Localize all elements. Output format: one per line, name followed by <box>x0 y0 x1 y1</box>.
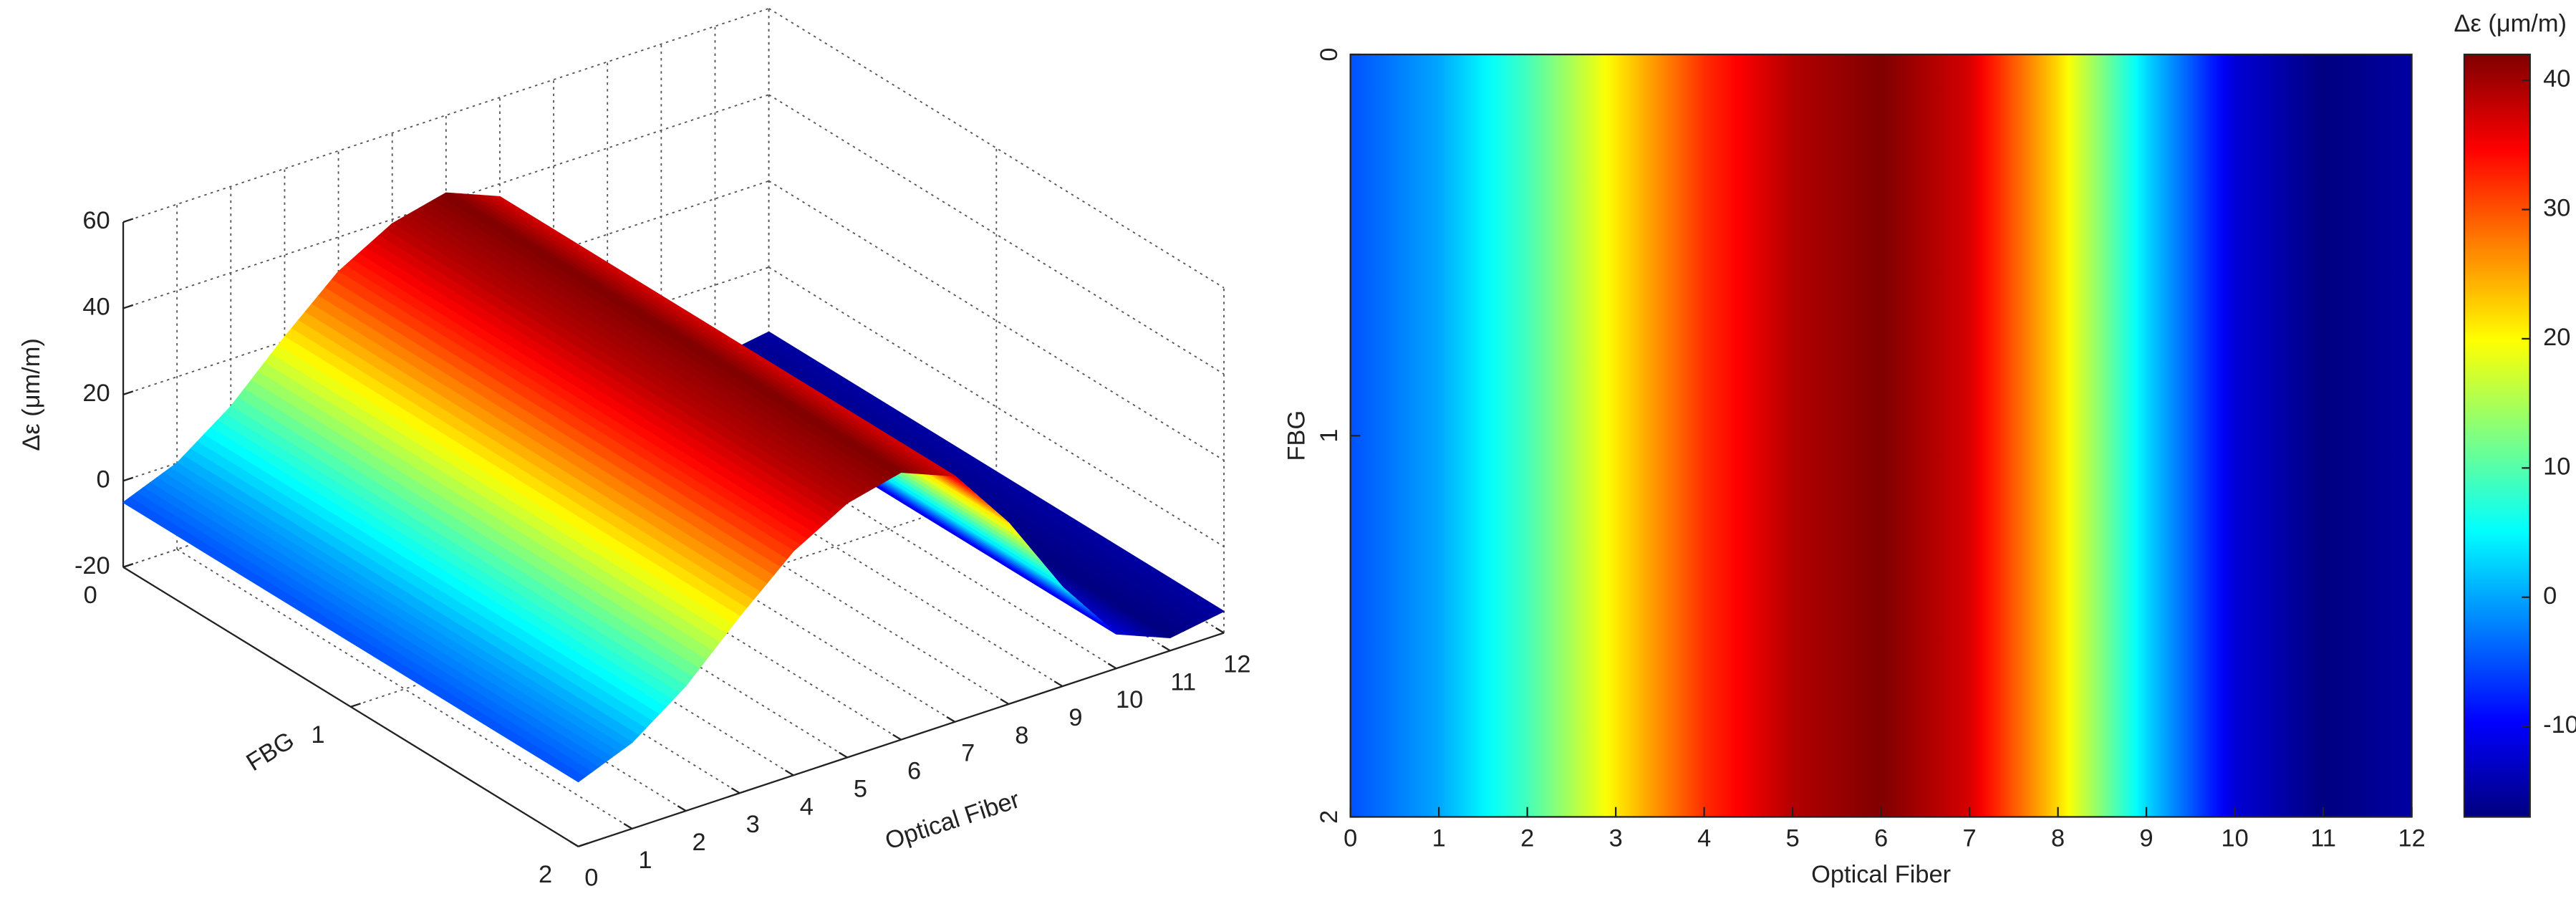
colorbar-tick-label: 30 <box>2543 195 2570 222</box>
x-tick-label: 1 <box>1432 825 1446 852</box>
x-tick <box>946 716 955 723</box>
y-tick-label: 1 <box>1316 429 1343 443</box>
z-tick-label: 20 <box>82 380 110 407</box>
x-axis-label: Optical Fiber <box>1811 861 1951 888</box>
heatmap-cell <box>1880 54 1970 817</box>
x-tick <box>677 805 687 812</box>
colorbar-tick-label: 40 <box>2543 65 2570 92</box>
x-tick-label: 4 <box>800 793 814 820</box>
x-tick <box>569 840 579 847</box>
z-tick <box>122 390 134 395</box>
z-tick <box>122 218 134 223</box>
y-tick <box>578 842 589 847</box>
x-tick-label: 12 <box>1223 650 1250 678</box>
z-tick-label: -20 <box>74 552 110 579</box>
x-tick-label: 2 <box>693 829 706 856</box>
z-tick-label: 40 <box>82 294 110 321</box>
x-tick-label: 7 <box>1963 825 1977 852</box>
z-tick <box>122 304 134 309</box>
heatmap-cell <box>1349 54 1439 817</box>
x-tick-label: 4 <box>1697 825 1711 852</box>
x-tick-label: 3 <box>1609 825 1623 852</box>
x-tick-label: 8 <box>2051 825 2065 852</box>
heatmap-cell <box>2057 54 2147 817</box>
colorbar-tick-label: 20 <box>2543 324 2570 351</box>
x-tick-label: 12 <box>2398 825 2425 852</box>
heatmap-cell <box>2234 54 2324 817</box>
y-tick-label: 2 <box>539 861 552 888</box>
heatmap-cell <box>1703 54 1793 817</box>
x-tick-label: 6 <box>1874 825 1888 852</box>
y-axis-label: FBG <box>241 727 299 777</box>
grid-line <box>122 180 769 395</box>
z-axis-label: Δε (μm/m) <box>18 338 45 451</box>
heatmap-cell <box>1438 54 1528 817</box>
x-tick-label: 11 <box>2310 825 2336 852</box>
y-tick-label: 1 <box>311 721 324 749</box>
heatmap-cell <box>2146 54 2236 817</box>
x-tick-label: 7 <box>961 740 975 767</box>
colorbar-tick-label: -10 <box>2543 711 2576 738</box>
x-tick <box>892 733 902 741</box>
colorbar <box>2463 53 2531 818</box>
x-tick-label: 0 <box>1344 825 1357 852</box>
x-tick <box>1161 645 1171 652</box>
colorbar-label: Δε (μm/m) <box>2454 10 2567 37</box>
y-tick-label: 0 <box>84 582 97 609</box>
x-tick-label: 2 <box>1520 825 1534 852</box>
x-tick-label: 1 <box>638 847 652 874</box>
x-tick-label: 10 <box>2221 825 2248 852</box>
x-tick-label: 11 <box>1170 668 1196 696</box>
colorbar-tick-label: 10 <box>2543 453 2570 480</box>
x-tick-label: 5 <box>854 775 867 802</box>
heatmap-cell <box>1969 54 2059 817</box>
x-tick <box>784 769 794 776</box>
x-tick-label: 6 <box>907 758 921 785</box>
z-tick-label: 60 <box>82 207 110 234</box>
y-tick-label: 0 <box>1316 47 1343 61</box>
x-tick <box>839 751 848 759</box>
x-tick <box>623 823 633 829</box>
x-tick-label: 5 <box>1786 825 1800 852</box>
heatmap-cell <box>1526 54 1616 817</box>
x-axis-label: Optical Fiber <box>882 786 1023 855</box>
x-tick <box>730 787 741 794</box>
heatmap-cell <box>1792 54 1882 817</box>
y-tick-label: 2 <box>1316 810 1343 824</box>
x-tick <box>1215 627 1225 634</box>
grid-line <box>122 94 769 309</box>
z-tick <box>122 476 134 482</box>
x-tick-label: 9 <box>1068 704 1082 731</box>
y-tick <box>350 703 361 708</box>
x-tick <box>1107 663 1117 670</box>
x-tick <box>1053 680 1063 688</box>
x-tick-label: 10 <box>1116 686 1143 713</box>
x-tick-label: 3 <box>746 811 760 838</box>
z-tick-label: 0 <box>97 466 110 493</box>
heatmap-cell <box>1615 54 1705 817</box>
y-axis-label: FBG <box>1283 410 1310 461</box>
grid-line <box>122 7 769 223</box>
surface-patch <box>122 496 587 783</box>
x-tick-label: 8 <box>1015 722 1028 749</box>
colorbar-tick-label: 0 <box>2543 582 2557 610</box>
heatmap-cell <box>2322 54 2413 817</box>
y-tick <box>122 563 134 568</box>
x-tick <box>1000 698 1010 705</box>
x-tick-label: 9 <box>2140 825 2153 852</box>
x-tick-label: 0 <box>584 865 598 892</box>
